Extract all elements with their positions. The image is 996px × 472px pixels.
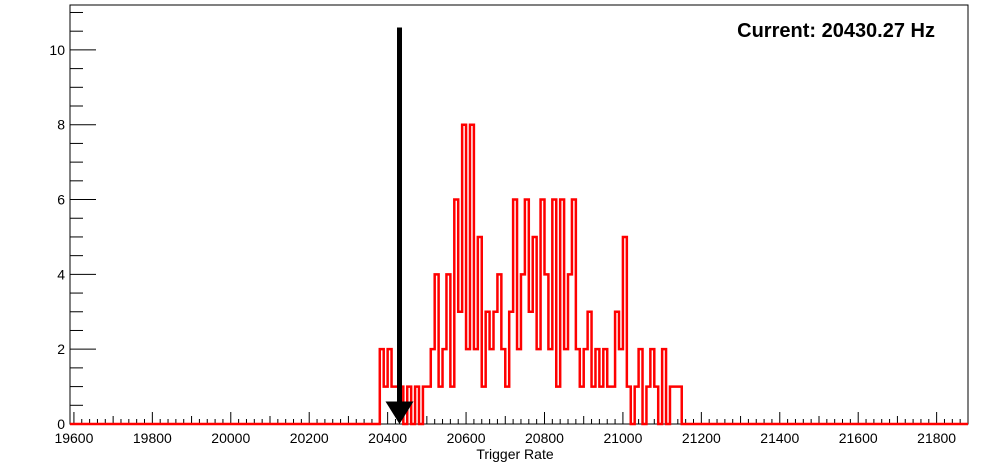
x-axis-title: Trigger Rate [476, 446, 554, 462]
y-tick-label: 6 [57, 192, 65, 208]
x-tick-label: 21000 [603, 430, 642, 446]
x-tick-label: 20600 [447, 430, 486, 446]
x-tick-label: 19800 [133, 430, 172, 446]
y-tick-label: 0 [57, 416, 65, 432]
current-rate-annotation: Current: 20430.27 Hz [737, 20, 935, 42]
x-tick-label: 19600 [54, 430, 93, 446]
x-tick-label: 21400 [760, 430, 799, 446]
x-axis: 19600 19800 20000 20200 20400 20600 20800 21000… [54, 412, 969, 446]
y-tick-label: 8 [57, 117, 65, 133]
y-tick-label: 4 [57, 266, 65, 282]
y-tick-label: 2 [57, 341, 65, 357]
y-axis: 0 2 4 6 8 10 [49, 11, 96, 432]
marker-arrowhead [385, 401, 414, 424]
frame [69, 4, 969, 425]
x-tick-label: 20800 [525, 430, 564, 446]
x-tick-label: 20200 [290, 430, 329, 446]
x-tick-label: 20000 [211, 430, 250, 446]
histogram-outline [70, 123, 968, 426]
y-tick-label: 10 [49, 42, 65, 58]
current-rate-marker [385, 27, 414, 424]
x-tick-label: 21800 [917, 430, 956, 446]
x-tick-label: 21200 [682, 430, 721, 446]
x-tick-label: 20400 [368, 430, 407, 446]
x-tick-label: 21600 [839, 430, 878, 446]
